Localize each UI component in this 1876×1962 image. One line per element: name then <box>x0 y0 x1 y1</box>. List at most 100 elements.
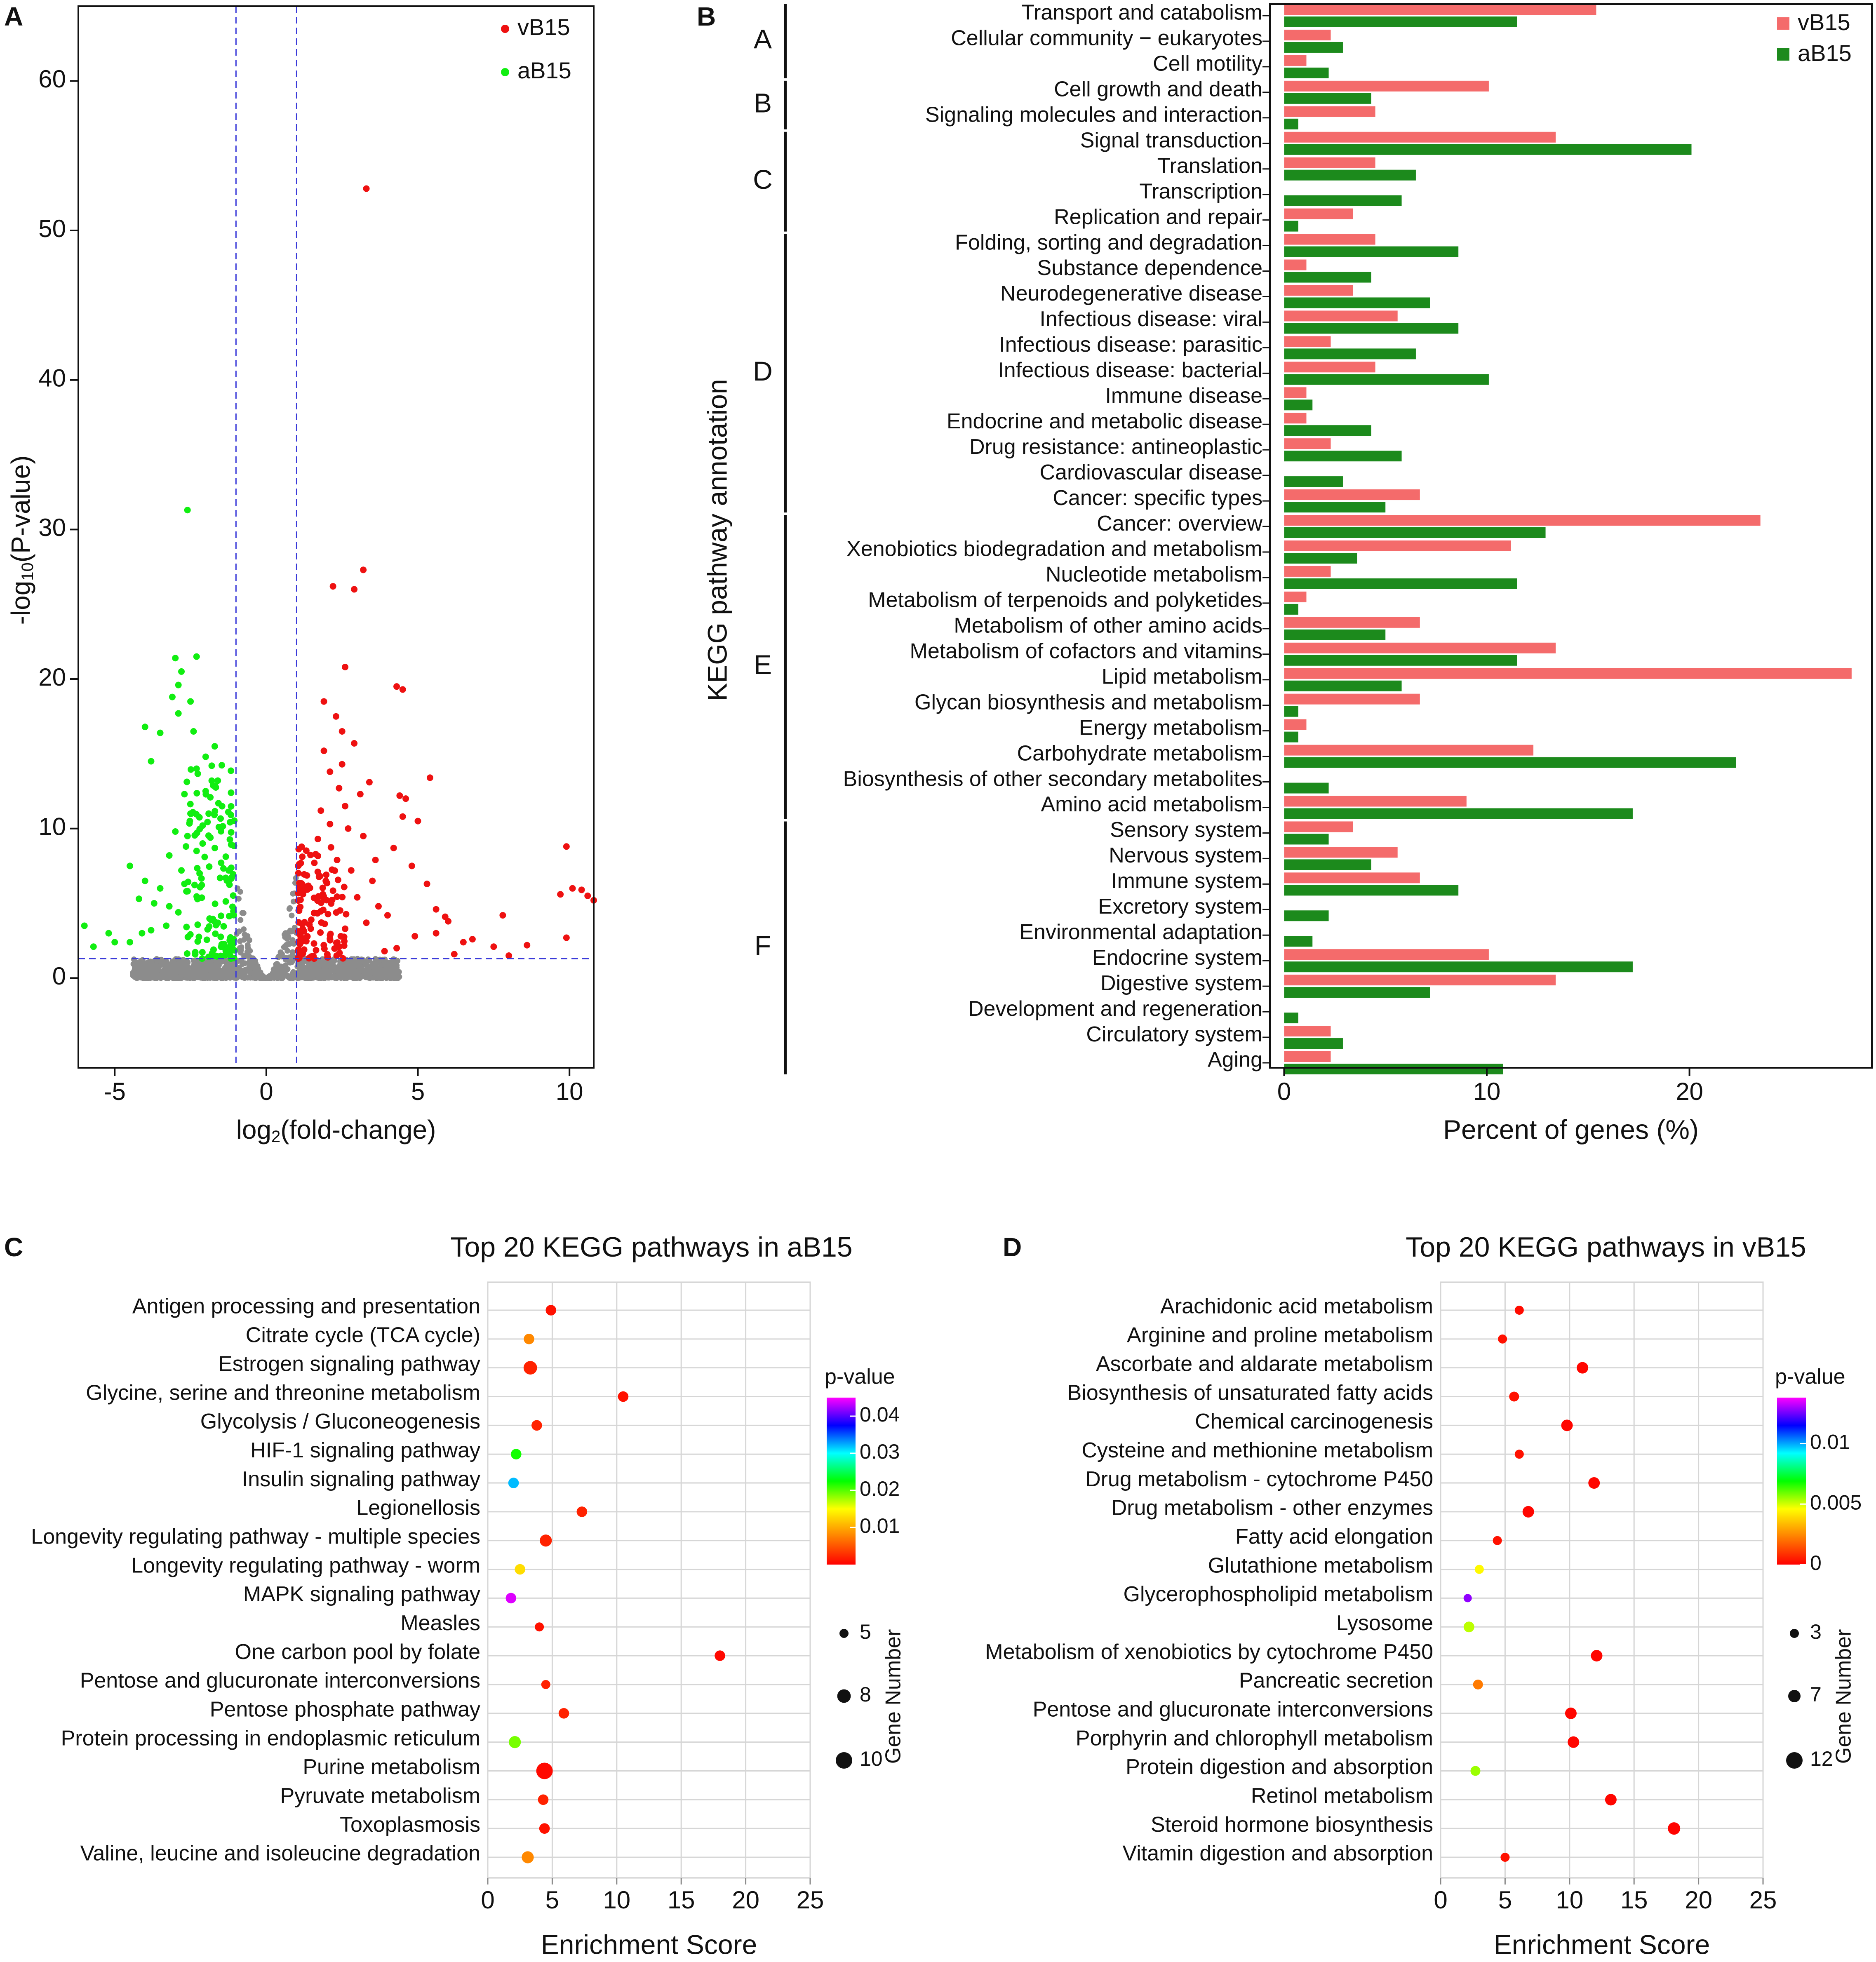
background-gene-point <box>338 970 344 976</box>
point-vB15 <box>423 880 430 887</box>
panel-c: C Top 20 KEGG pathways in aB15 Antigen pro… <box>4 1231 905 1960</box>
background-gene-point <box>367 974 373 980</box>
bar-vB15 <box>1284 540 1511 551</box>
pathway-bubble <box>538 1794 549 1805</box>
category-label: Endocrine system <box>1092 946 1262 970</box>
pathway-bubble <box>1577 1362 1589 1374</box>
point-cluster <box>220 865 227 872</box>
point-cluster <box>331 867 339 874</box>
background-gene-point <box>239 961 245 967</box>
bar-aB15 <box>1284 425 1371 436</box>
point-cluster <box>211 844 218 851</box>
bar-aB15 <box>1284 42 1343 53</box>
point-cluster <box>299 881 306 888</box>
bar-aB15 <box>1284 1013 1298 1024</box>
bar-aB15 <box>1284 144 1692 155</box>
point-cluster <box>307 851 314 858</box>
point-vB15 <box>569 885 576 892</box>
background-gene-point <box>153 963 159 969</box>
x-axis-label: Percent of genes (%) <box>1443 1114 1699 1144</box>
bar-aB15 <box>1284 834 1329 845</box>
pathway-label: Longevity regulating pathway - multiple … <box>31 1525 480 1548</box>
point-aB15 <box>150 900 158 907</box>
point-cluster <box>183 923 190 930</box>
background-gene-point <box>241 926 247 932</box>
bar-aB15 <box>1284 655 1517 666</box>
point-cluster <box>225 867 232 874</box>
bar-aB15 <box>1284 221 1298 232</box>
background-gene-point <box>327 973 333 979</box>
category-label: Transport and catabolism <box>1021 1 1262 25</box>
background-gene-point <box>247 970 254 976</box>
point-cluster <box>209 782 216 789</box>
category-label: Signaling molecules and interaction <box>925 103 1262 127</box>
background-gene-point <box>237 917 244 923</box>
bar-aB15 <box>1284 808 1633 819</box>
pathway-bubble <box>1605 1794 1617 1806</box>
x-tick-label: 20 <box>732 1886 759 1914</box>
point-vB15 <box>490 943 497 950</box>
pathway-label: Longevity regulating pathway - worm <box>131 1553 480 1577</box>
y-axis-label: KEGG pathway annotation <box>702 379 732 701</box>
point-cluster <box>192 951 199 958</box>
pathway-bubble <box>1522 1506 1534 1518</box>
category-label: Sensory system <box>1110 818 1262 842</box>
point-vB15 <box>360 832 367 839</box>
point-cluster <box>206 863 213 870</box>
background-gene-point <box>182 961 188 968</box>
size-legend-dot <box>837 1689 851 1703</box>
point-vB15 <box>333 713 339 720</box>
bar-aB15 <box>1284 246 1459 257</box>
point-cluster <box>212 808 219 815</box>
point-aB15 <box>205 810 212 817</box>
category-label: Environmental adaptation <box>1019 920 1262 944</box>
bar-aB15 <box>1284 731 1298 743</box>
pathway-bubble <box>508 1478 519 1488</box>
bar-vB15 <box>1284 4 1596 15</box>
point-aB15 <box>141 877 148 884</box>
point-cluster <box>298 843 305 850</box>
colorbar <box>1777 1398 1806 1565</box>
point-cluster <box>186 818 193 825</box>
background-gene-point <box>140 958 146 964</box>
bar-vB15 <box>1284 438 1331 449</box>
pathway-bubble <box>522 1851 534 1863</box>
bar-vB15 <box>1284 668 1852 679</box>
point-aB15 <box>166 852 173 859</box>
point-cluster <box>228 954 235 961</box>
pathway-label: Glycerophospholipid metabolism <box>1124 1582 1434 1606</box>
point-cluster <box>317 929 324 936</box>
pathway-bubble <box>1463 1594 1472 1602</box>
pathway-label: Pentose and glucuronate interconversions <box>80 1669 480 1693</box>
point-aB15 <box>105 930 112 937</box>
background-gene-point <box>372 970 378 977</box>
point-cluster <box>334 857 341 864</box>
bar-aB15 <box>1284 961 1633 973</box>
pathway-label: Cysteine and methionine metabolism <box>1081 1438 1433 1462</box>
background-gene-point <box>293 875 299 881</box>
point-cluster <box>201 853 208 860</box>
bar-vB15 <box>1284 208 1353 219</box>
bar-aB15 <box>1284 272 1371 283</box>
size-legend-title: Gene Number <box>1832 1629 1856 1764</box>
pathway-label: Arginine and proline metabolism <box>1127 1323 1433 1347</box>
pathway-bubble <box>1514 1306 1524 1315</box>
point-vB15 <box>426 774 433 781</box>
background-gene-point <box>147 975 153 981</box>
point-cluster <box>339 893 346 900</box>
pathway-label: Insulin signaling pathway <box>242 1467 480 1491</box>
pathway-bubble <box>515 1564 525 1575</box>
point-vB15 <box>411 933 418 940</box>
background-gene-point <box>173 970 179 976</box>
background-gene-point <box>241 953 247 959</box>
bar-vB15 <box>1284 949 1489 960</box>
pathway-label: Drug metabolism - other enzymes <box>1112 1496 1433 1520</box>
x-tick-label: 25 <box>797 1886 824 1914</box>
pathway-label: Metabolism of xenobiotics by cytochrome … <box>985 1640 1433 1664</box>
bar-vB15 <box>1284 515 1761 526</box>
legend-swatch-vB15 <box>1777 17 1789 30</box>
point-vB15 <box>339 761 346 768</box>
size-legend-dot <box>1786 1752 1803 1769</box>
point-cluster <box>228 829 235 836</box>
legend-swatch-aB15 <box>1777 48 1789 61</box>
